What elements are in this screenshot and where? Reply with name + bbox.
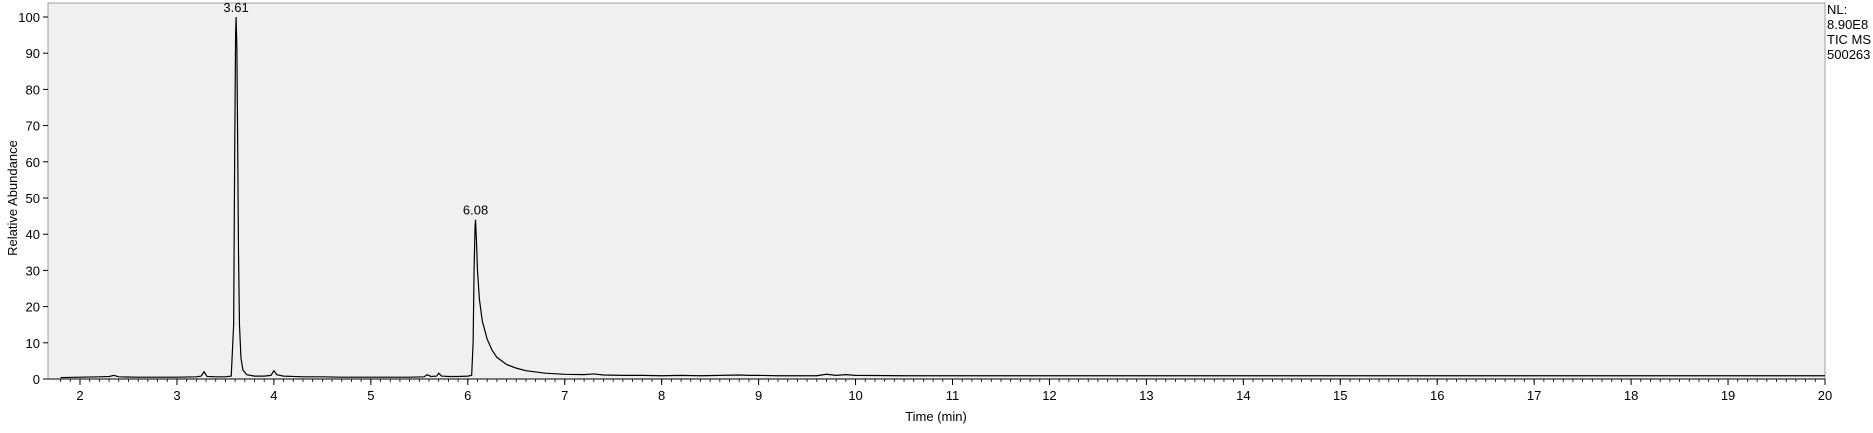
y-axis-title: Relative Abundance <box>5 140 20 256</box>
plot-area <box>47 2 1826 380</box>
x-tick-label: 17 <box>1527 388 1541 403</box>
info-line: TIC MS <box>1827 32 1871 47</box>
x-tick-label: 6 <box>464 388 471 403</box>
y-tick-label: 100 <box>18 10 40 25</box>
x-tick-label: 4 <box>270 388 277 403</box>
x-tick-label: 8 <box>658 388 665 403</box>
y-tick-label: 30 <box>26 263 40 278</box>
series-line <box>60 16 1825 379</box>
info-line: 500263 <box>1827 47 1870 62</box>
info-line: NL: <box>1827 2 1847 17</box>
peak-label: 3.61 <box>223 0 248 15</box>
peak-labels: 3.61 6.08 <box>223 0 488 218</box>
y-tick-label: 40 <box>26 227 40 242</box>
x-tick-label: 15 <box>1333 388 1347 403</box>
y-axis: 0 10 20 30 40 50 60 70 80 90 100 <box>18 10 48 387</box>
x-tick-label: 16 <box>1430 388 1444 403</box>
peak-label: 6.08 <box>463 203 488 218</box>
y-tick-label: 20 <box>26 300 40 315</box>
y-tick-label: 50 <box>26 191 40 206</box>
x-tick-label: 18 <box>1624 388 1638 403</box>
x-tick-label: 7 <box>561 388 568 403</box>
y-tick-label: 80 <box>26 82 40 97</box>
x-tick-label: 3 <box>173 388 180 403</box>
y-tick-label: 70 <box>26 119 40 134</box>
x-tick-label: 20 <box>1818 388 1832 403</box>
x-axis: 2 3 4 5 6 7 8 9 10 11 12 13 14 15 16 17 18 19 20 <box>48 378 1832 403</box>
x-tick-label: 13 <box>1139 388 1153 403</box>
x-tick-label: 11 <box>946 388 960 403</box>
x-tick-label: 10 <box>848 388 862 403</box>
y-tick-label: 0 <box>33 372 40 387</box>
y-tick-label: 60 <box>26 155 40 170</box>
y-tick-label: 90 <box>26 46 40 61</box>
minor-ticks <box>60 379 1826 382</box>
x-tick-label: 19 <box>1721 388 1735 403</box>
x-tick-label: 12 <box>1042 388 1056 403</box>
x-tick-label: 9 <box>755 388 762 403</box>
x-tick-label: 5 <box>367 388 374 403</box>
y-tick-label: 10 <box>26 336 40 351</box>
x-tick-label: 14 <box>1236 388 1250 403</box>
x-tick-label: 2 <box>76 388 83 403</box>
x-axis-title: Time (min) <box>905 409 967 424</box>
info-line: 8.90E8 <box>1827 17 1868 32</box>
